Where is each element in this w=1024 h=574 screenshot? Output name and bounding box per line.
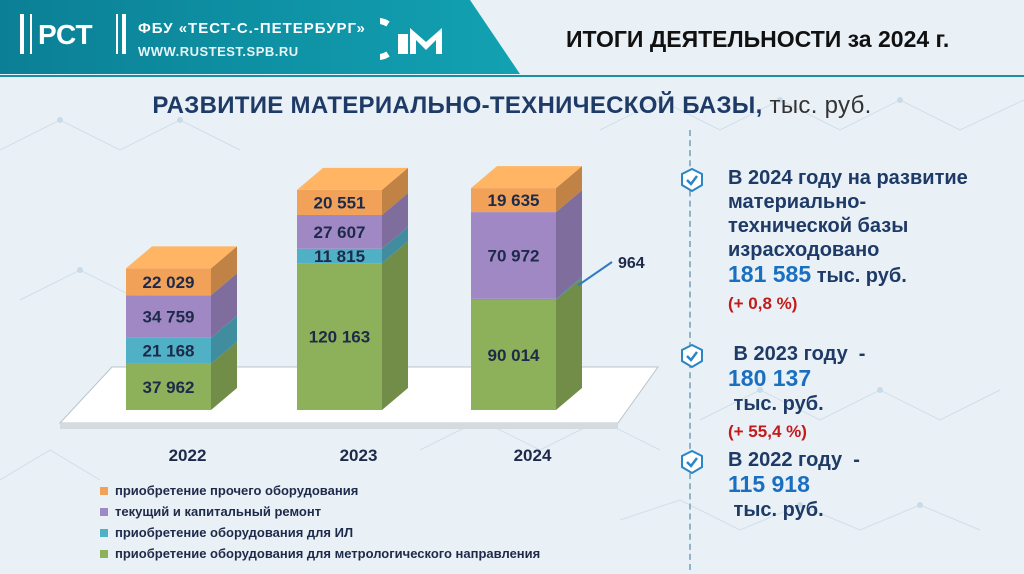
bar-segment-front bbox=[297, 248, 382, 264]
page-title: ИТОГИ ДЕЯТЕЛЬНОСТИ за 2024 г. bbox=[566, 26, 950, 52]
bar-segment-side bbox=[556, 278, 582, 410]
bar-segment-front bbox=[471, 188, 556, 213]
shield-check-icon bbox=[681, 168, 703, 192]
summary-text: В 2023 году -180 137 тыс. руб. (+ 55,4 %) bbox=[728, 342, 865, 444]
header-band bbox=[0, 0, 1024, 77]
bar-top-face bbox=[471, 166, 582, 189]
chart-floor-edge bbox=[60, 423, 618, 429]
bar-segment-side bbox=[211, 341, 237, 410]
rst-logo: РСТ bbox=[20, 14, 130, 54]
legend-swatch bbox=[100, 507, 108, 516]
bar-segment-side bbox=[211, 246, 237, 296]
summary-text: В 2022 году -115 918 тыс. руб. bbox=[728, 448, 860, 522]
summary-amount-unit: тыс. руб. bbox=[811, 265, 907, 287]
data-label: 11 815 bbox=[314, 247, 365, 266]
section-title: РАЗВИТИЕ МАТЕРИАЛЬНО-ТЕХНИЧЕСКОЙ БАЗЫ, т… bbox=[0, 92, 1024, 120]
bar-segment-side bbox=[382, 226, 408, 264]
data-label: 37 962 bbox=[143, 378, 195, 397]
data-label: 70 972 bbox=[488, 246, 540, 265]
data-label: 34 759 bbox=[143, 308, 195, 327]
callout-line bbox=[577, 261, 613, 287]
summary-amount: 181 585 bbox=[728, 261, 812, 287]
legend-swatch bbox=[100, 528, 108, 537]
bar-segment-side bbox=[556, 190, 582, 299]
bar-segment-front bbox=[126, 337, 211, 364]
summary-amount: 180 137 bbox=[728, 365, 812, 391]
legend-item: приобретение оборудования для метрологич… bbox=[100, 543, 540, 564]
bar-segment-side bbox=[382, 192, 408, 249]
legend-item: приобретение оборудования для ИЛ bbox=[100, 522, 540, 543]
bar-top-face bbox=[126, 246, 237, 269]
legend-label: приобретение оборудования для метрологич… bbox=[115, 546, 541, 561]
bar-segment-front bbox=[297, 189, 382, 215]
summary-growth: (+ 55,4 %) bbox=[728, 422, 807, 441]
section-title-text: РАЗВИТИЕ МАТЕРИАЛЬНО-ТЕХНИЧЕСКОЙ БАЗЫ, bbox=[152, 92, 763, 119]
summary-amount: 115 918 bbox=[728, 471, 810, 497]
bar-segment-side bbox=[382, 241, 408, 410]
chart-legend: приобретение прочего оборудования текущий… bbox=[100, 480, 540, 564]
summary-line: В 2022 году - bbox=[728, 449, 860, 471]
summary-line: В 2023 году - bbox=[728, 343, 866, 365]
bar-segment-front bbox=[471, 298, 556, 301]
bar-segment-front bbox=[126, 268, 211, 296]
x-tick-label: 2023 bbox=[340, 446, 378, 465]
x-tick-label: 2024 bbox=[514, 446, 552, 465]
shield-check-icon bbox=[681, 344, 703, 368]
bar-segment-side bbox=[556, 276, 582, 301]
org-name: ФБУ «ТЕСТ-С.-ПЕТЕРБУРГ» bbox=[138, 20, 366, 37]
bar-segment-side bbox=[556, 166, 582, 213]
data-label: 964 bbox=[618, 255, 645, 272]
bar-segment-side bbox=[211, 273, 237, 338]
bar-segment-front bbox=[297, 263, 382, 410]
org-website: WWW.RUSTEST.SPB.RU bbox=[138, 44, 299, 59]
bar-segment-front bbox=[126, 295, 211, 338]
bar-segment-side bbox=[211, 315, 237, 364]
bar-segment-front bbox=[297, 214, 382, 249]
summary-growth: (+ 0,8 %) bbox=[728, 294, 798, 313]
data-label: 27 607 bbox=[314, 223, 366, 242]
shield-check-icon bbox=[681, 450, 703, 474]
data-label: 21 168 bbox=[143, 342, 195, 361]
data-label: 19 635 bbox=[488, 191, 540, 210]
legend-item: текущий и капитальный ремонт bbox=[100, 501, 540, 522]
section-title-unit: тыс. руб. bbox=[762, 92, 872, 119]
data-label: 120 163 bbox=[309, 328, 370, 347]
summary-line: В 2024 году на развитие bbox=[728, 167, 968, 189]
bar-segment-side bbox=[382, 167, 408, 215]
data-label: 90 014 bbox=[488, 346, 541, 365]
x-tick-label: 2022 bbox=[169, 446, 207, 465]
data-label: 22 029 bbox=[143, 273, 195, 292]
legend-swatch bbox=[100, 486, 108, 495]
svg-text:РСТ: РСТ bbox=[38, 19, 93, 50]
summary-line: технической базы bbox=[728, 215, 909, 237]
data-label: 20 551 bbox=[314, 193, 366, 212]
summary-text: В 2024 году на развитие материально-техни… bbox=[728, 166, 968, 316]
summary-amount-unit: тыс. руб. bbox=[728, 499, 824, 521]
legend-swatch bbox=[100, 549, 108, 558]
bar-top-face bbox=[297, 167, 408, 190]
legend-label: текущий и капитальный ремонт bbox=[115, 504, 322, 519]
header: РСТ ФБУ «ТЕСТ-С.-ПЕТЕРБУРГ» WWW.RUSTEST.… bbox=[0, 0, 1024, 80]
legend-item: приобретение прочего оборудования bbox=[100, 480, 540, 501]
bar-segment-front bbox=[126, 363, 211, 410]
bar-segment-front bbox=[471, 212, 556, 299]
summary-line: израсходовано bbox=[728, 239, 880, 261]
legend-label: приобретение оборудования для ИЛ bbox=[115, 525, 354, 540]
bar-segment-front bbox=[471, 300, 556, 410]
summary-line: материально- bbox=[728, 191, 867, 213]
legend-label: приобретение прочего оборудования bbox=[115, 483, 359, 498]
summary-amount-unit: тыс. руб. bbox=[728, 393, 824, 415]
